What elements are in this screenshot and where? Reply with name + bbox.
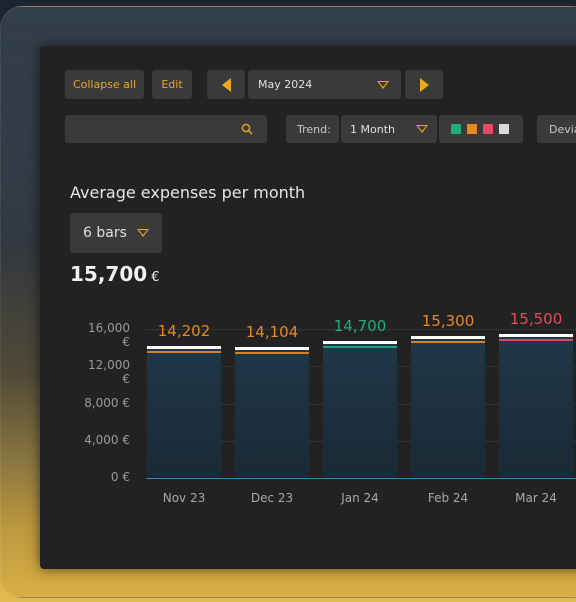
x-axis-baseline — [146, 478, 576, 479]
edit-button[interactable]: Edit — [152, 70, 192, 99]
legend-swatch[interactable] — [467, 124, 477, 134]
chevron-down-icon — [377, 80, 389, 89]
trend-select[interactable]: 1 Month — [341, 115, 437, 143]
bar-value-label: 14,202 — [157, 321, 211, 340]
trend-label: Trend: — [286, 115, 339, 143]
color-legend[interactable] — [439, 115, 523, 143]
total-amount: 15,700 — [70, 262, 148, 286]
search-box[interactable] — [65, 115, 267, 143]
y-tick-label: 4,000 € — [84, 432, 130, 447]
collapse-all-button[interactable]: Collapse all — [65, 70, 144, 99]
gridline — [146, 329, 576, 330]
bar-value-label: 14,700 — [333, 317, 387, 336]
bar-top-marker — [411, 335, 485, 339]
legend-swatch[interactable] — [451, 124, 461, 134]
period-select[interactable]: May 2024 — [248, 70, 401, 99]
bar-dec-23[interactable] — [235, 349, 309, 478]
legend-swatch[interactable] — [483, 124, 493, 134]
x-tick-label: Mar 24 — [515, 491, 557, 505]
trend-line — [147, 350, 221, 353]
widget-title: Average expenses per month — [70, 183, 306, 202]
bars-count-value: 6 bars — [83, 225, 127, 241]
y-tick-label: 16,000 € — [88, 321, 130, 349]
bar-mar-24[interactable] — [499, 336, 573, 478]
bar-value-label: 15,500 — [509, 309, 563, 328]
prev-period-button[interactable] — [207, 70, 245, 99]
chevron-down-icon — [136, 229, 149, 237]
period-value: May 2024 — [258, 78, 313, 91]
bars-count-select[interactable]: 6 bars — [70, 213, 162, 253]
trend-line — [235, 351, 309, 354]
chevron-left-icon — [221, 77, 231, 92]
trend-value: 1 Month — [350, 122, 395, 136]
deviation-select[interactable]: Devia — [537, 115, 576, 143]
dashboard-panel: Collapse all Edit May 2024 Trend: 1 Mont… — [40, 46, 576, 569]
bar-jan-24[interactable] — [323, 344, 397, 478]
total-value: 15,700 € — [70, 262, 159, 286]
legend-swatch[interactable] — [499, 124, 509, 134]
x-tick-label: Dec 23 — [250, 491, 294, 505]
y-tick-label: 8,000 € — [84, 395, 130, 410]
x-tick-label: Jan 24 — [341, 491, 379, 505]
bar-value-label: 14,104 — [245, 322, 299, 341]
bar-top-marker — [235, 346, 309, 350]
next-period-button[interactable] — [405, 70, 443, 99]
bar-top-marker — [499, 333, 573, 337]
x-tick-label: Nov 23 — [162, 491, 206, 505]
x-tick-label: Feb 24 — [427, 491, 469, 505]
trend-line — [323, 346, 397, 349]
bar-value-label: 15,300 — [421, 311, 475, 330]
total-unit: € — [151, 270, 160, 285]
bar-feb-24[interactable] — [411, 338, 485, 478]
y-tick-label: 12,000 € — [88, 358, 130, 387]
bar-nov-23[interactable] — [147, 348, 221, 478]
bar-top-marker — [147, 345, 221, 349]
search-input[interactable] — [73, 119, 227, 141]
y-tick-label: 0 € — [110, 470, 130, 484]
chevron-right-icon — [419, 77, 429, 92]
trend-line — [411, 340, 485, 343]
trend-line — [499, 338, 573, 341]
bar-top-marker — [323, 341, 397, 345]
chevron-down-icon — [416, 125, 428, 133]
search-icon — [241, 123, 253, 135]
